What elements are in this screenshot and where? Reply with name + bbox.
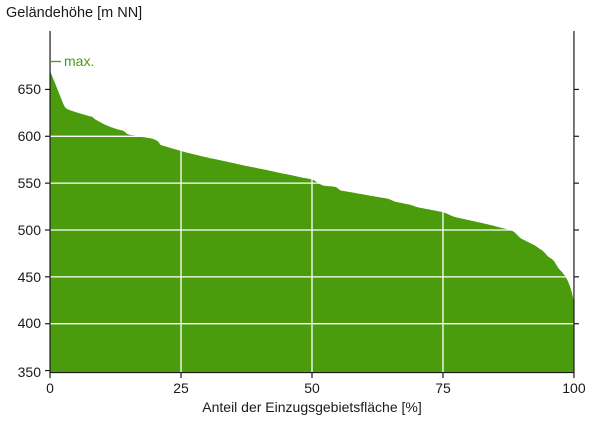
svg-text:100: 100 bbox=[562, 380, 586, 396]
svg-text:600: 600 bbox=[18, 128, 42, 144]
svg-text:max.: max. bbox=[64, 53, 94, 69]
svg-text:Anteil der Einzugsgebietsfläch: Anteil der Einzugsgebietsfläche [%] bbox=[202, 399, 421, 415]
svg-text:500: 500 bbox=[18, 222, 42, 238]
svg-text:25: 25 bbox=[173, 380, 189, 396]
svg-text:650: 650 bbox=[18, 81, 42, 97]
svg-text:0: 0 bbox=[46, 380, 54, 396]
svg-text:75: 75 bbox=[435, 380, 451, 396]
svg-text:400: 400 bbox=[18, 315, 42, 331]
svg-text:350: 350 bbox=[18, 364, 42, 380]
svg-text:450: 450 bbox=[18, 269, 42, 285]
svg-text:550: 550 bbox=[18, 175, 42, 191]
svg-text:Geländehöhe [m NN]: Geländehöhe [m NN] bbox=[6, 5, 142, 21]
svg-text:50: 50 bbox=[304, 380, 320, 396]
